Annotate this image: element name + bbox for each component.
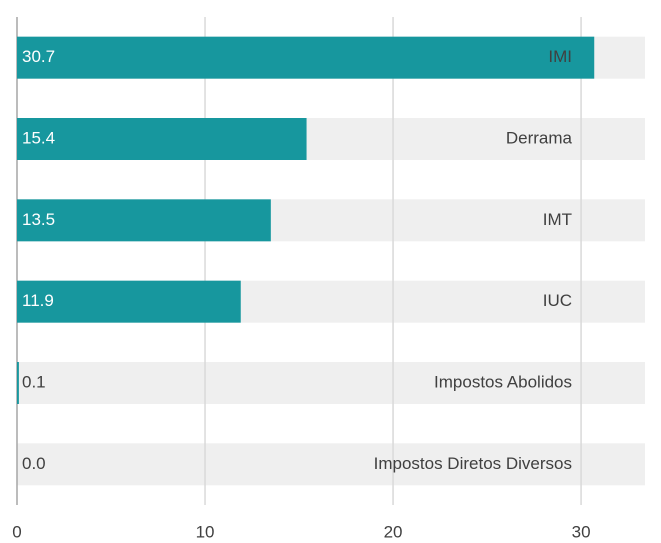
bar (17, 118, 307, 160)
category-label: Impostos Abolidos (434, 372, 572, 391)
bar (17, 199, 271, 242)
bar (17, 36, 595, 79)
value-label: 13.5 (22, 210, 55, 229)
category-label: IUC (543, 291, 572, 310)
value-label: 15.4 (22, 128, 55, 147)
x-tick-label: 20 (384, 522, 403, 541)
bar (17, 280, 241, 323)
value-label: 30.7 (22, 47, 55, 66)
x-tick-label: 10 (196, 522, 215, 541)
bar-background (17, 362, 645, 404)
bar-background (17, 443, 645, 486)
category-label: Impostos Diretos Diversos (374, 454, 572, 473)
x-tick-label: 30 (572, 522, 591, 541)
value-label: 11.9 (22, 291, 54, 310)
category-label: IMI (548, 47, 572, 66)
bar (17, 362, 19, 404)
category-label: Derrama (506, 128, 573, 147)
x-tick-label: 0 (12, 522, 21, 541)
value-label: 0.1 (22, 372, 46, 391)
category-label: IMT (543, 210, 572, 229)
value-label: 0.0 (22, 454, 46, 473)
